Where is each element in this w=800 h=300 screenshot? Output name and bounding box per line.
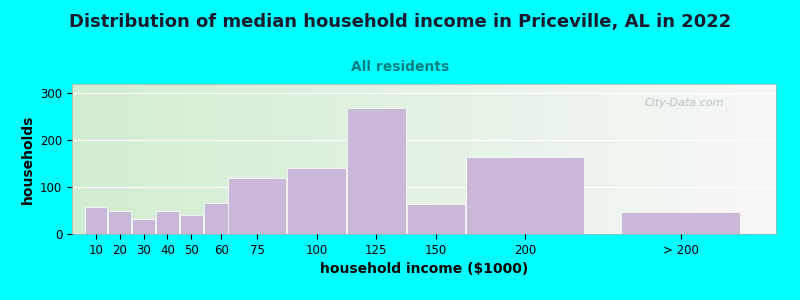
- X-axis label: household income ($1000): household income ($1000): [320, 262, 528, 276]
- Bar: [466, 157, 585, 234]
- Text: Distribution of median household income in Priceville, AL in 2022: Distribution of median household income …: [69, 14, 731, 32]
- Y-axis label: households: households: [21, 114, 34, 204]
- Bar: [347, 108, 406, 234]
- Bar: [287, 168, 346, 234]
- Bar: [132, 219, 155, 234]
- Bar: [204, 202, 238, 234]
- Bar: [228, 178, 286, 234]
- Bar: [156, 211, 178, 234]
- Bar: [622, 212, 740, 234]
- Bar: [108, 211, 131, 234]
- Bar: [180, 215, 202, 234]
- Bar: [406, 205, 465, 234]
- Text: All residents: All residents: [351, 60, 449, 74]
- Bar: [85, 207, 107, 234]
- Text: City-Data.com: City-Data.com: [645, 98, 724, 109]
